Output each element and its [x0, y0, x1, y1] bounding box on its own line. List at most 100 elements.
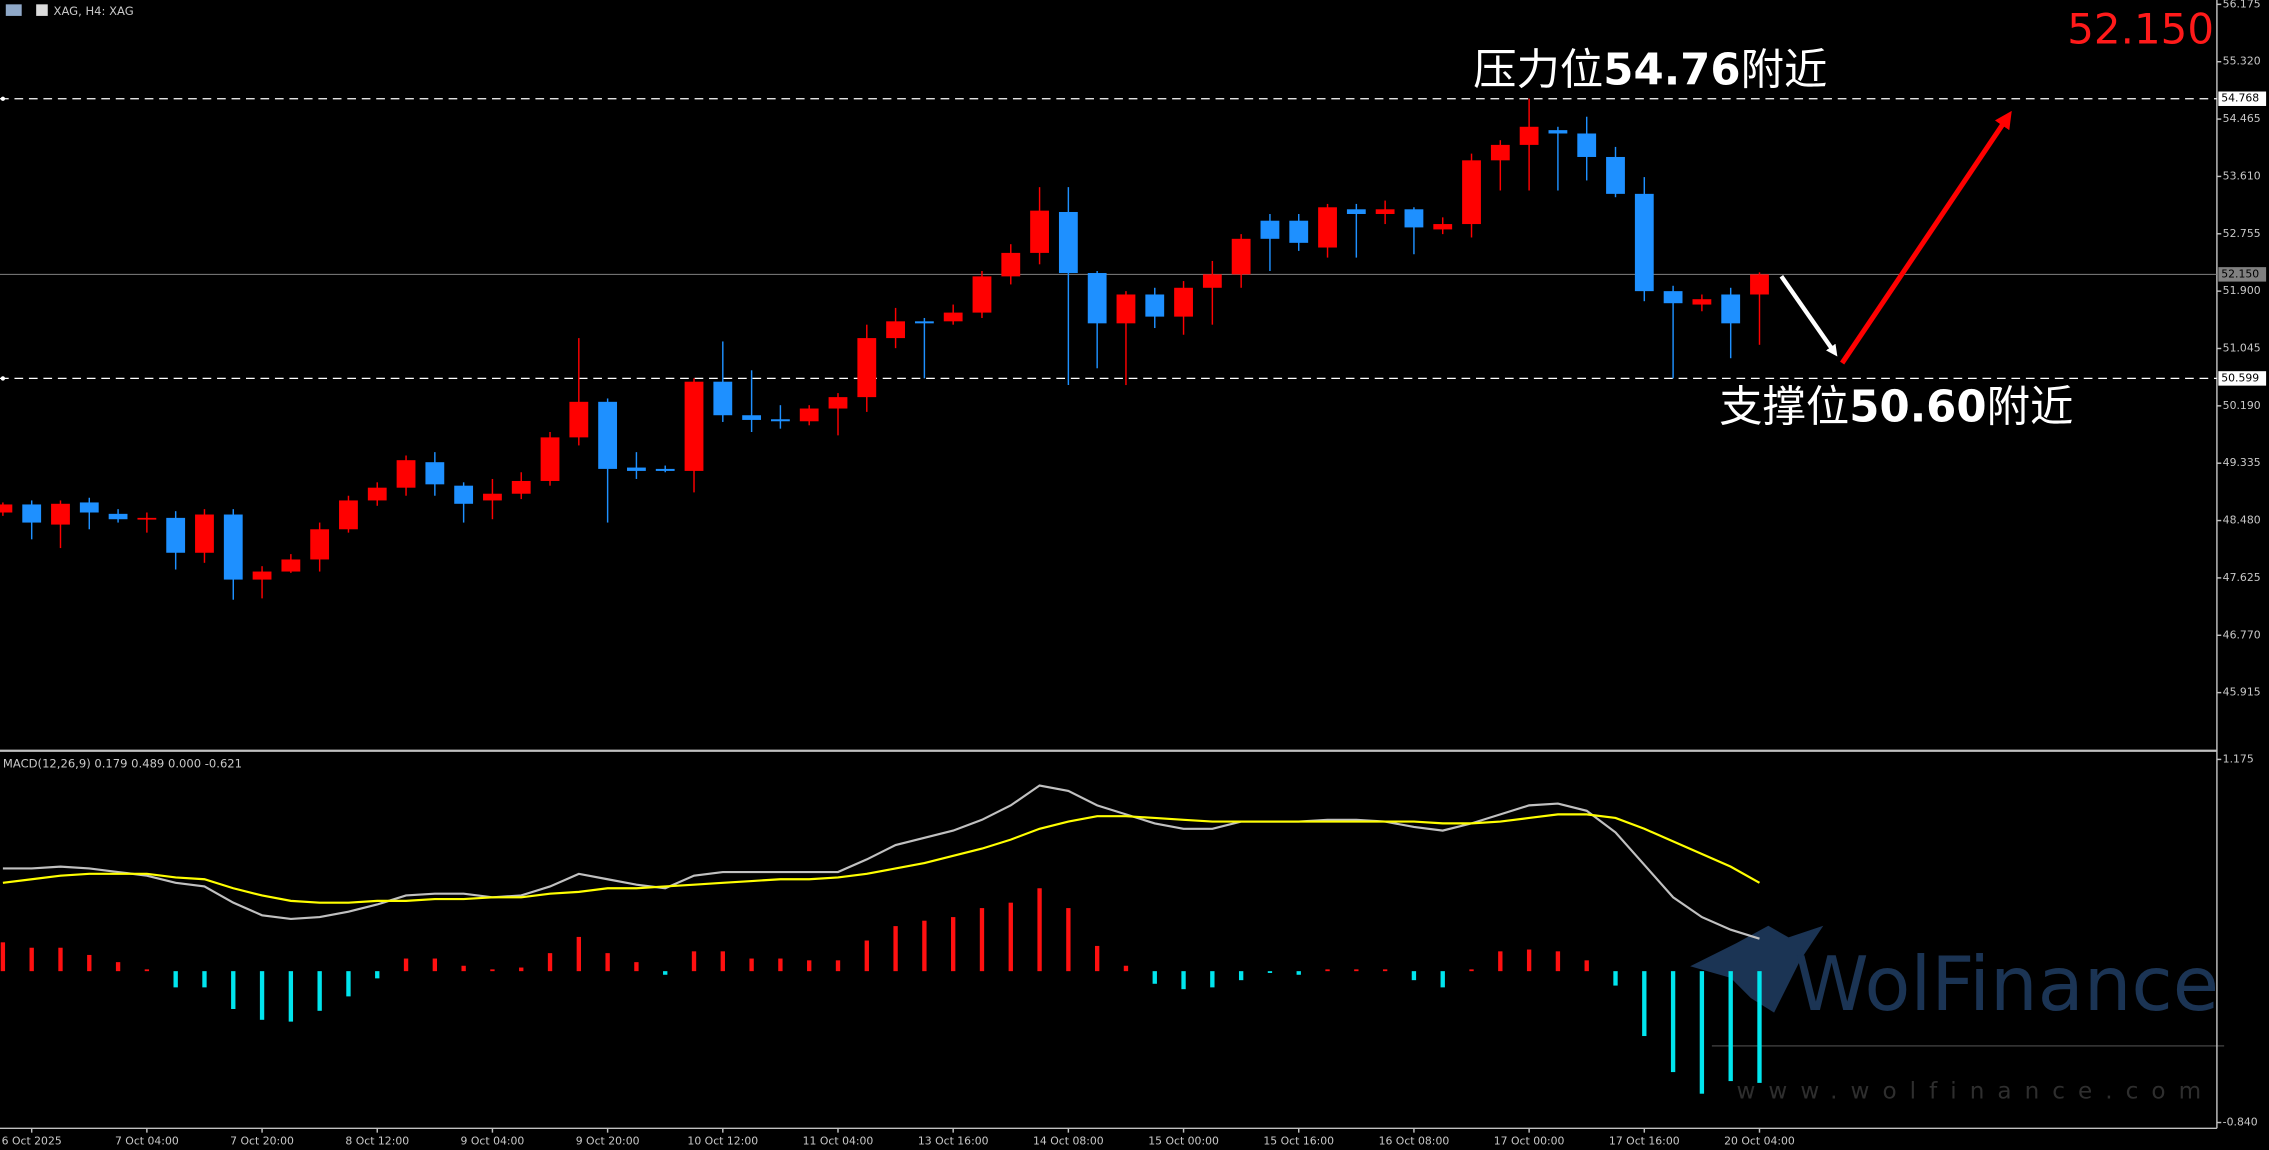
macd-histogram-bar [1642, 971, 1647, 1037]
chart-title: XAG, H4: XAG [54, 4, 134, 18]
y-tick-label: 55.320 [2223, 55, 2261, 68]
resistance-note: 压力位54.76附近 [1473, 45, 1827, 95]
macd-histogram-bar [1296, 971, 1301, 975]
candle-body [1202, 274, 1222, 288]
candle-body [310, 529, 330, 560]
macd-histogram-bar [288, 971, 294, 1022]
candle-body [1490, 144, 1510, 161]
candle-body [1260, 220, 1280, 239]
macd-histogram-bar [173, 971, 178, 988]
watermark-brand: WolFinance [1794, 940, 2219, 1028]
price-label: 54.768 [2221, 92, 2259, 105]
candle-body [0, 504, 13, 513]
macd-histogram-bar [605, 953, 610, 972]
candle-body [1058, 211, 1078, 274]
y-tick-label: 47.625 [2223, 571, 2261, 584]
macd-histogram-bar [1526, 949, 1532, 972]
price-label-box [2218, 91, 2267, 106]
x-tick-label: 16 Oct 08:00 [1379, 1134, 1450, 1147]
macd-histogram-bar [317, 971, 322, 1011]
candle-body [1663, 291, 1683, 304]
macd-histogram-bar [1094, 945, 1100, 972]
macd-histogram-bar [835, 960, 841, 972]
x-tick-label: 7 Oct 20:00 [230, 1134, 294, 1147]
candle-body [1231, 238, 1251, 275]
macd-histogram-bar [432, 958, 438, 972]
support-note: 支撑位50.60附近 [1719, 382, 2073, 432]
watermark-url: www.wolfinance.com [1736, 1079, 2214, 1105]
note-part: 54.76 [1603, 45, 1740, 95]
note-part: 支撑位 [1719, 382, 1849, 432]
x-tick-label: 9 Oct 20:00 [576, 1134, 640, 1147]
macd-histogram-bar [403, 958, 409, 972]
marks [0, 3, 2222, 1124]
macd-histogram-bar [1613, 971, 1618, 986]
candle-body [137, 517, 157, 520]
macd-histogram-bar [115, 962, 121, 972]
header-icon [36, 4, 48, 16]
candle-body [1174, 287, 1193, 317]
macd-histogram-bar [0, 942, 6, 972]
macd-histogram-bar [778, 958, 783, 972]
price-label-box [2218, 267, 2267, 282]
macd-histogram-bar [202, 971, 207, 988]
candle-body [1634, 193, 1654, 292]
macd-histogram-bar [58, 947, 63, 972]
macd-histogram-bar [1354, 969, 1359, 972]
candle-body [972, 276, 992, 313]
x-tick-label: 15 Oct 16:00 [1263, 1134, 1334, 1147]
candle-body [1577, 133, 1597, 157]
candle-body [1692, 299, 1712, 305]
signal-line [2, 813, 1761, 904]
x-tick-label: 8 Oct 12:00 [345, 1134, 409, 1147]
candle-body [396, 460, 416, 488]
macd-histogram-bar [490, 969, 495, 972]
price-line-dot [0, 376, 6, 381]
candle-body [1462, 160, 1481, 225]
candle-body [684, 381, 704, 471]
x-tick-label: 6 Oct 2025 [2, 1134, 62, 1147]
macd-histogram-bar [1555, 951, 1561, 972]
note-part: 附近 [1741, 45, 1828, 95]
macd-histogram-bar [951, 917, 956, 972]
candle-body [828, 397, 848, 409]
macd-histogram-bar [922, 920, 927, 972]
y-tick-label: 49.335 [2223, 456, 2261, 469]
candle-body [1289, 220, 1309, 243]
x-tick-label: 11 Oct 04:00 [803, 1134, 874, 1147]
candle-body [1087, 273, 1107, 324]
x-tick-label: 7 Oct 04:00 [115, 1134, 179, 1147]
y-tick-label: 51.045 [2223, 341, 2261, 354]
x-tick-label: 20 Oct 04:00 [1724, 1134, 1795, 1147]
candle-body [252, 571, 272, 580]
candle-body [1404, 209, 1424, 228]
candle-body [1030, 210, 1049, 253]
macd-histogram-bar [1498, 951, 1503, 972]
y-tick-label: 54.465 [2223, 112, 2261, 125]
macd-histogram-bar [807, 960, 812, 972]
macd-histogram-bar [375, 971, 380, 979]
macd-histogram-bar [1152, 971, 1157, 984]
candle-body [627, 467, 646, 471]
candle-body [742, 415, 762, 420]
candle-body [1433, 224, 1453, 230]
candle-body [886, 321, 905, 339]
candle-body [1750, 274, 1769, 295]
candle-body [51, 503, 70, 525]
candle-body [540, 437, 560, 481]
macd-histogram-bar [519, 967, 524, 972]
y-tick-label: 1.175 [2223, 752, 2254, 765]
candle-body [22, 504, 42, 523]
candle-body [425, 462, 445, 485]
macd-histogram-bar [864, 940, 869, 972]
macd-histogram-bar [720, 951, 725, 972]
macd-histogram-bar [1325, 969, 1330, 972]
macd-histogram-bar [749, 958, 754, 972]
y-tick-label: 56.175 [2223, 0, 2261, 10]
price-label: 50.599 [2221, 371, 2259, 384]
axes [0, 0, 2218, 1130]
